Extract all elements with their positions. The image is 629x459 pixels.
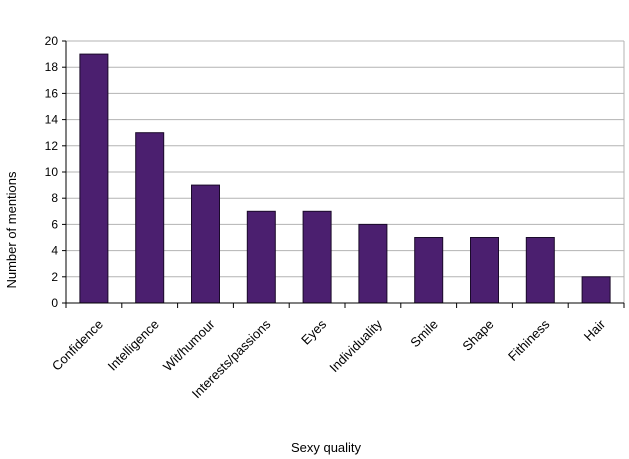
bar-hair bbox=[581, 276, 611, 304]
y-tick-label: 12 bbox=[45, 139, 59, 153]
x-tick-label: Smile bbox=[407, 317, 441, 351]
x-tick-label: Individuality bbox=[326, 316, 385, 375]
x-tick-label: Hair bbox=[581, 316, 609, 344]
bar-individuality bbox=[358, 223, 388, 304]
y-tick-label: 6 bbox=[51, 217, 58, 231]
bar-confidence bbox=[79, 53, 109, 304]
x-tick-label: Shape bbox=[459, 317, 496, 354]
x-tick-label: Intelligence bbox=[105, 317, 162, 374]
y-tick-label: 10 bbox=[45, 165, 59, 179]
bars bbox=[79, 53, 611, 304]
x-tick-label: Fithiness bbox=[505, 316, 553, 364]
y-tick-label: 20 bbox=[45, 34, 59, 48]
x-tick-labels: ConfidenceIntelligenceWit/humourInterest… bbox=[49, 316, 609, 401]
x-tick-label: Eyes bbox=[298, 316, 329, 347]
y-tick-label: 14 bbox=[45, 113, 59, 127]
y-tick-label: 8 bbox=[51, 191, 58, 205]
y-axis-title: Number of mentions bbox=[4, 171, 19, 289]
x-axis-title: Sexy quality bbox=[291, 440, 362, 455]
y-tick-label: 18 bbox=[45, 60, 59, 74]
bar-shape bbox=[470, 237, 499, 304]
axes bbox=[62, 40, 625, 308]
y-tick-label: 2 bbox=[51, 270, 58, 284]
bar-smile bbox=[414, 237, 444, 304]
y-tick-label: 0 bbox=[51, 296, 58, 310]
bar-intelligence bbox=[135, 132, 165, 304]
y-tick-label: 4 bbox=[51, 244, 58, 258]
y-tick-labels: 0 2 4 6 8 10 12 14 16 18 20 bbox=[45, 34, 59, 310]
x-tick-label: Confidence bbox=[49, 317, 106, 374]
bar-fithiness bbox=[525, 237, 555, 304]
bar-interests-passions bbox=[246, 210, 276, 304]
bar-wit-humour bbox=[191, 184, 220, 304]
x-tick-label: Wit/humour bbox=[160, 316, 218, 374]
bar-eyes bbox=[302, 210, 332, 304]
y-tick-label: 16 bbox=[45, 86, 59, 100]
